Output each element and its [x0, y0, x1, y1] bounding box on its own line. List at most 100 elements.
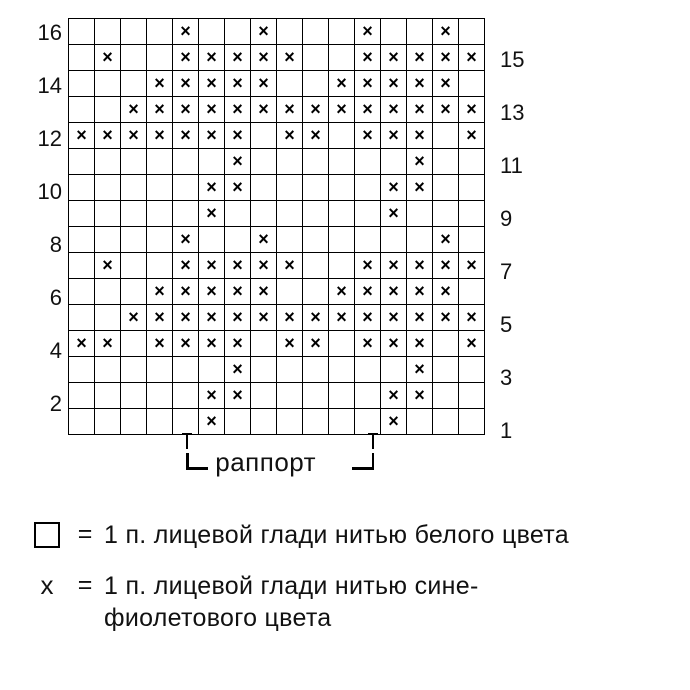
grid-cell: ×	[355, 305, 381, 331]
row-label-right: 1	[500, 418, 534, 444]
grid-cell: ×	[251, 305, 277, 331]
grid-cell	[303, 201, 329, 227]
grid-cell: ×	[251, 227, 277, 253]
grid-cell	[355, 357, 381, 383]
grid-cell: ×	[225, 149, 251, 175]
grid-cell: ×	[277, 123, 303, 149]
grid-cell	[95, 383, 121, 409]
grid-cell	[355, 383, 381, 409]
grid-cell: ×	[407, 357, 433, 383]
grid-cell	[69, 201, 95, 227]
grid-cell: ×	[459, 97, 485, 123]
grid-cell: ×	[147, 279, 173, 305]
grid-cell: ×	[433, 279, 459, 305]
grid-cell	[173, 383, 199, 409]
grid-cell: ×	[173, 45, 199, 71]
grid-cell	[303, 383, 329, 409]
grid-cell: ×	[381, 97, 407, 123]
grid-cell	[381, 357, 407, 383]
grid-cell	[199, 357, 225, 383]
grid-cell: ×	[173, 71, 199, 97]
grid-cell	[277, 357, 303, 383]
grid-cell: ×	[303, 305, 329, 331]
grid-cell	[277, 409, 303, 435]
grid-cell	[121, 253, 147, 279]
grid-cell	[433, 201, 459, 227]
grid-cell: ×	[459, 331, 485, 357]
row-label-right: 7	[500, 259, 534, 285]
grid-cell: ×	[355, 45, 381, 71]
grid-cell	[303, 227, 329, 253]
grid-cell: ×	[407, 279, 433, 305]
legend: = 1 п. лицевой глади нитью белого цвета …	[28, 519, 672, 634]
grid-cell: ×	[147, 71, 173, 97]
grid-cell: ×	[121, 97, 147, 123]
grid-cell	[95, 19, 121, 45]
grid-cell: ×	[355, 331, 381, 357]
grid-cell	[199, 149, 225, 175]
grid-cell: ×	[199, 279, 225, 305]
grid-cell	[277, 175, 303, 201]
grid-cell	[225, 201, 251, 227]
grid-cell: ×	[225, 305, 251, 331]
grid-cell	[433, 123, 459, 149]
grid-cell: ×	[173, 97, 199, 123]
grid-cell	[303, 253, 329, 279]
grid-cell	[433, 175, 459, 201]
grid-cell: ×	[433, 45, 459, 71]
grid-cell: ×	[381, 305, 407, 331]
grid-cell	[95, 201, 121, 227]
grid-cell	[407, 227, 433, 253]
grid-cell: ×	[407, 305, 433, 331]
grid-cell	[303, 19, 329, 45]
grid-cell	[329, 175, 355, 201]
grid-cell	[459, 71, 485, 97]
grid-cell	[147, 149, 173, 175]
grid-cell: ×	[407, 123, 433, 149]
grid-cell: ×	[277, 331, 303, 357]
grid-cell: ×	[459, 305, 485, 331]
square-icon	[28, 519, 66, 554]
grid-cell: ×	[329, 279, 355, 305]
grid-cell	[95, 227, 121, 253]
grid-cell: ×	[225, 383, 251, 409]
grid-cell: ×	[199, 97, 225, 123]
grid-cell	[69, 279, 95, 305]
grid-cell: ×	[381, 175, 407, 201]
grid-cell: ×	[199, 331, 225, 357]
grid-cell	[225, 227, 251, 253]
grid-cell	[69, 71, 95, 97]
grid-cell	[69, 305, 95, 331]
grid-cell: ×	[225, 123, 251, 149]
grid-cell: ×	[173, 279, 199, 305]
grid-cell	[69, 97, 95, 123]
grid-cell: ×	[277, 45, 303, 71]
grid-cell: ×	[225, 253, 251, 279]
grid-cell: ×	[277, 253, 303, 279]
grid-cell: ×	[199, 201, 225, 227]
row-label-left: 2	[28, 391, 62, 417]
grid-cell: ×	[355, 279, 381, 305]
grid-cell: ×	[147, 123, 173, 149]
grid-cell: ×	[407, 45, 433, 71]
grid-cell: ×	[95, 331, 121, 357]
grid-cell	[173, 149, 199, 175]
grid-cell: ×	[329, 71, 355, 97]
grid-cell	[355, 149, 381, 175]
grid-cell: ×	[173, 19, 199, 45]
grid-cell: ×	[173, 123, 199, 149]
grid-cell: ×	[433, 227, 459, 253]
grid-cell: ×	[459, 45, 485, 71]
grid-cell: ×	[407, 175, 433, 201]
grid-cell	[433, 149, 459, 175]
grid-cell	[95, 409, 121, 435]
grid-cell	[251, 123, 277, 149]
grid-cell	[407, 201, 433, 227]
grid-cell	[303, 175, 329, 201]
row-label-left: 8	[28, 232, 62, 258]
grid-cell	[95, 149, 121, 175]
grid-cell	[121, 175, 147, 201]
grid-cell	[251, 149, 277, 175]
grid-cell	[173, 201, 199, 227]
grid-cell	[381, 19, 407, 45]
